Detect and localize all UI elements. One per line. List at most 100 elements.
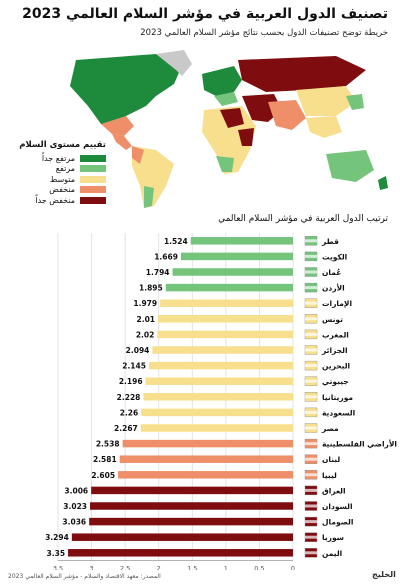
legend-item-high: مرتفع: [8, 164, 106, 175]
legend-item-medium: متوسط: [8, 174, 106, 185]
page-title: تصنيف الدول العربية في مؤشر السلام العال…: [22, 6, 388, 22]
oman-flag-icon: [304, 267, 318, 277]
bar: [90, 502, 293, 510]
bar: [91, 486, 293, 495]
source-note: المصدر: معهد الاقتصاد والسلام - مؤشر الس…: [8, 573, 161, 580]
x-tick-label: 3: [90, 565, 94, 570]
bar-value-label: 2.02: [136, 330, 155, 339]
category-label: تونس: [322, 315, 343, 324]
legend-label: مرتفع جداً: [41, 153, 75, 163]
category-label: اليمن: [322, 549, 342, 558]
chart-title: ترتيب الدول العربية في مؤشر السلام العال…: [218, 214, 388, 224]
bar-value-label: 2.605: [91, 471, 115, 480]
bar: [89, 517, 293, 526]
bar-value-label: 2.267: [114, 424, 138, 433]
tunisia-flag-icon: [304, 314, 318, 324]
category-label: لبنان: [322, 455, 340, 464]
category-label: سوريا: [322, 533, 344, 542]
page-subtitle: خريطة توضح تصنيفات الدول بحسب نتائج مؤشر…: [140, 28, 388, 38]
palestine-flag-icon: [304, 438, 318, 449]
bar-value-label: 3.036: [62, 518, 86, 527]
category-label: الإمارات: [322, 299, 352, 308]
qatar-flag-icon: [304, 236, 318, 246]
category-label: السودان: [322, 502, 353, 511]
bar: [190, 237, 293, 245]
x-tick-label: 1.5: [187, 565, 197, 570]
legend-item-low: منخفض: [8, 185, 106, 196]
x-tick-label: 0: [291, 565, 295, 570]
jordan-flag-icon: [304, 282, 318, 293]
bar: [165, 283, 293, 292]
category-label: الكويت: [322, 252, 347, 261]
morocco-flag-icon: [304, 329, 318, 340]
category-label: الجزائر: [321, 346, 348, 355]
bar-chart: 3.5 3 2.5 2 1.5 1 0.5 0 1.524 قطر 1.669 الكويت 1.794…: [45, 233, 397, 570]
x-tick-label: 2.5: [120, 565, 130, 570]
world-map-icon: [70, 50, 388, 208]
bar-value-label: 2.094: [126, 346, 150, 355]
algeria-flag-icon: [304, 345, 318, 355]
egypt-flag-icon: [304, 423, 318, 433]
sudan-flag-icon: [304, 501, 318, 511]
bar: [145, 377, 293, 385]
bar-value-label: 1.524: [164, 237, 188, 246]
bar: [71, 533, 294, 541]
bar-value-label: 1.979: [133, 299, 157, 308]
x-tick-label: 3.5: [53, 565, 63, 570]
brand-logo: الخليج: [372, 570, 396, 579]
bar-value-label: 3.023: [63, 502, 87, 511]
category-label: ليبيا: [322, 471, 337, 480]
bar: [180, 252, 293, 261]
yemen-flag-icon: [304, 548, 318, 558]
saudi-flag-icon: [304, 407, 318, 418]
bar: [157, 330, 293, 339]
legend-swatch: [80, 154, 106, 162]
bar-value-label: 2.26: [120, 408, 139, 417]
bar: [158, 315, 293, 323]
bar: [152, 346, 293, 354]
somalia-flag-icon: [304, 516, 318, 527]
legend-label: مرتفع: [55, 164, 75, 174]
category-label: العراق: [322, 486, 346, 495]
bar: [68, 549, 293, 557]
mauritania-flag-icon: [304, 392, 318, 402]
legend-item-very-low: منخفض جداً: [8, 195, 106, 206]
bar: [140, 424, 293, 432]
legend-item-very-high: مرتفع جداً: [8, 153, 106, 164]
map-legend: تقييم مستوى السلام مرتفع جداً مرتفع متوس…: [8, 140, 106, 206]
x-tick-label: 2: [157, 565, 161, 570]
category-label: قطر: [321, 237, 339, 246]
category-label: الأراضي الفلسطينية: [322, 440, 397, 449]
category-label: جيبوتي: [322, 377, 349, 386]
legend-swatch: [80, 165, 106, 173]
legend-label: منخفض جداً: [35, 195, 75, 205]
legend-swatch: [80, 196, 106, 204]
bar-value-label: 1.794: [146, 268, 170, 277]
uae-flag-icon: [304, 298, 318, 308]
djibouti-flag-icon: [304, 376, 318, 386]
bar-value-label: 2.581: [93, 455, 117, 464]
x-tick-label: 0.5: [254, 565, 264, 570]
legend-swatch: [80, 186, 106, 194]
bar-value-label: 3.35: [47, 549, 66, 558]
syria-flag-icon: [304, 532, 318, 542]
x-tick-label: 1: [224, 565, 228, 570]
category-label: موريتانيا: [322, 393, 353, 402]
legend-title: تقييم مستوى السلام: [19, 140, 106, 150]
category-label: السعودية: [322, 408, 355, 417]
iraq-flag-icon: [304, 485, 318, 496]
bar: [118, 471, 293, 479]
bar-value-label: 3.006: [64, 486, 88, 495]
bar: [160, 299, 293, 307]
category-label: الأردن: [322, 284, 345, 293]
lebanon-flag-icon: [304, 454, 318, 464]
bar-value-label: 1.669: [154, 252, 178, 261]
legend-swatch: [80, 175, 106, 183]
bar-value-label: 2.01: [137, 315, 156, 324]
category-label: البحرين: [322, 362, 350, 371]
category-label: مصر: [321, 424, 339, 433]
bahrain-flag-icon: [304, 360, 318, 371]
bar: [148, 361, 293, 370]
bar-value-label: 2.145: [122, 362, 146, 371]
bar-value-label: 1.895: [139, 284, 163, 293]
